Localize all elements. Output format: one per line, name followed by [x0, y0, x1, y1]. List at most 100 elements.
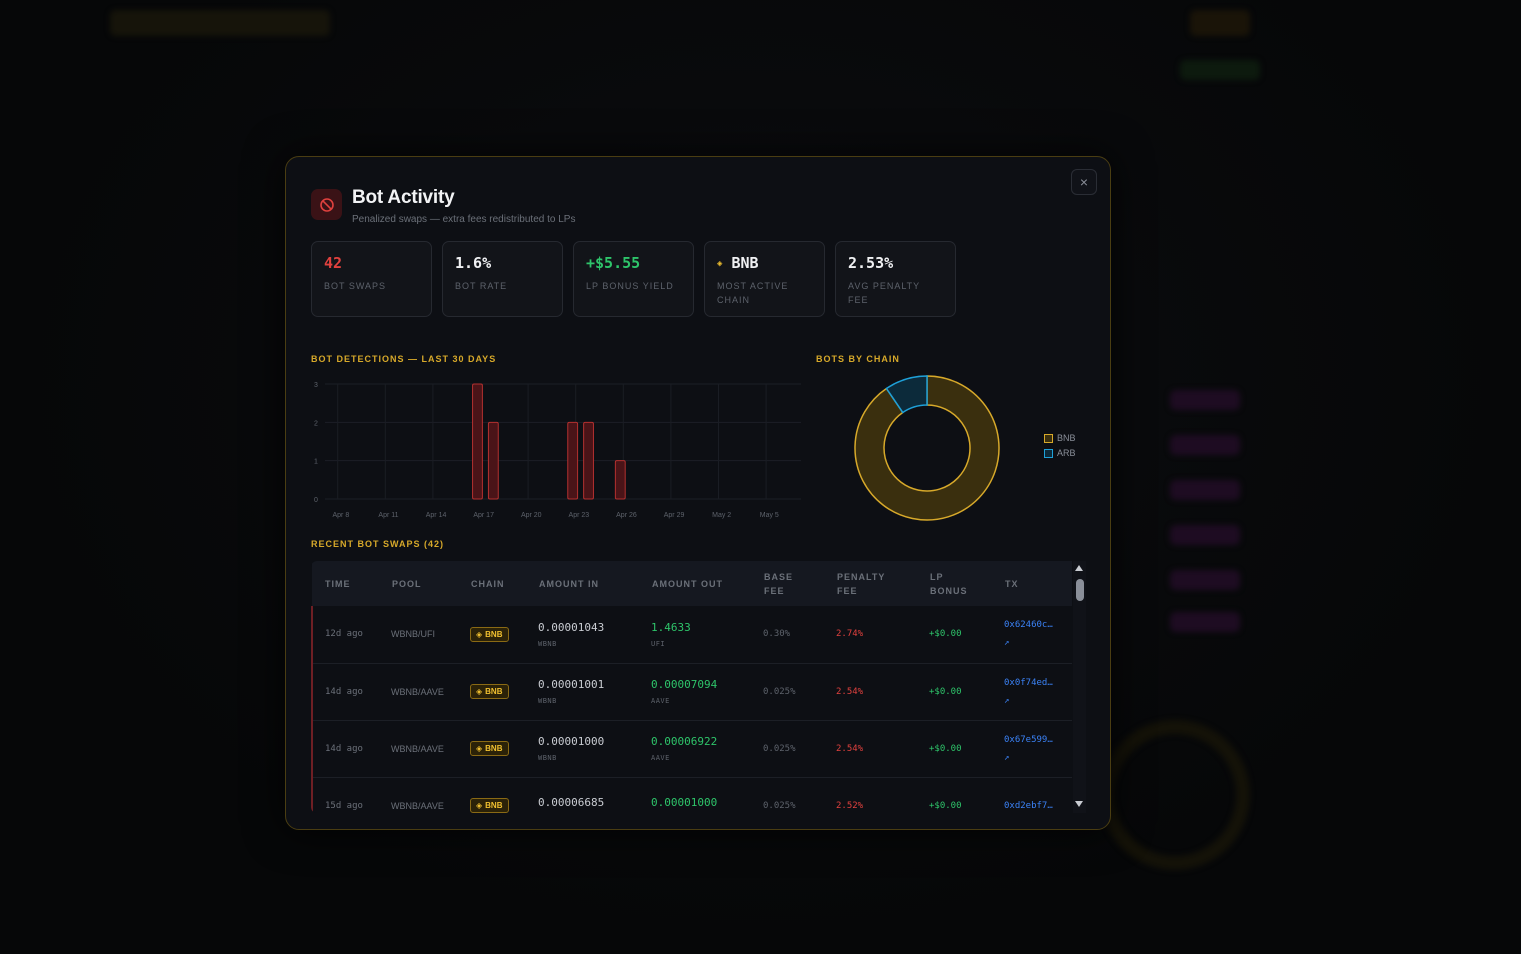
- cell-lp-bonus: +$0.00: [929, 800, 962, 811]
- cell-base-fee: 0.025%: [763, 743, 796, 754]
- cell-penalty-fee: 2.54%: [836, 686, 864, 697]
- tx-link[interactable]: 0xd2ebf7…: [1004, 800, 1053, 811]
- cell-base-fee: 0.025%: [763, 800, 796, 811]
- stat-lp-bonus-yield: +$5.55 LP BONUS YIELD: [573, 241, 694, 317]
- close-button[interactable]: ×: [1071, 169, 1097, 195]
- donut-slice-arb[interactable]: [885, 375, 928, 414]
- stat-label: AVG PENALTY FEE: [848, 281, 921, 305]
- x-tick-label: May 5: [760, 512, 779, 519]
- cell-amount-in: 0.00001043 WBNB: [538, 620, 605, 648]
- cell-tx[interactable]: 0x62460c… ↗: [992, 606, 1072, 663]
- cell-tx[interactable]: 0x0f74ed… ↗: [992, 663, 1072, 720]
- cell-penalty-fee: 2.52%: [836, 800, 864, 811]
- column-header-penalty-fee[interactable]: PENALTY FEE: [837, 571, 886, 596]
- tx-link[interactable]: 0x0f74ed…: [1004, 677, 1053, 688]
- stat-avg-penalty-fee: 2.53% AVG PENALTY FEE: [835, 241, 956, 317]
- y-tick-label: 0: [314, 497, 318, 504]
- bot-detections-chart: 0 1 2 3 Apr 8 Apr 11 Apr 14 Apr 17 Apr 20 Apr 23 A…: [314, 382, 801, 519]
- bar[interactable]: [567, 421, 579, 500]
- column-header-amount-out[interactable]: AMOUNT OUT: [652, 578, 723, 589]
- cell-amount-out: 0.00001000: [651, 796, 718, 809]
- bar[interactable]: [487, 421, 499, 500]
- donut-slice-bnb[interactable]: [854, 375, 1000, 521]
- external-link-icon[interactable]: ↗: [1004, 638, 1010, 649]
- legend-swatch: [1044, 433, 1053, 443]
- y-tick-label: 3: [314, 382, 318, 389]
- external-link-icon[interactable]: ↗: [1004, 695, 1010, 706]
- x-tick-label: Apr 23: [569, 512, 590, 519]
- cell-penalty-fee: 2.54%: [836, 743, 864, 754]
- cell-lp-bonus: +$0.00: [929, 686, 962, 697]
- cell-pool: WBNB/AAVE: [391, 686, 444, 697]
- background-pill: [1170, 480, 1240, 500]
- cell-time: 12d ago: [311, 606, 379, 663]
- cell-penalty-fee: 2.74%: [836, 629, 864, 640]
- cell-tx[interactable]: 0x67e599… ↗: [992, 720, 1072, 777]
- cell-chain: ◈ BNB: [458, 777, 526, 813]
- stat-label: MOST ACTIVE CHAIN: [717, 281, 789, 305]
- bar[interactable]: [472, 383, 483, 500]
- background-logo: [110, 10, 330, 36]
- prohibited-icon: [311, 189, 342, 220]
- bnb-icon: ◈: [717, 259, 723, 269]
- x-tick-label: Apr 20: [521, 512, 542, 519]
- chain-badge: ◈ BNB: [470, 684, 509, 699]
- legend-label: ARB: [1057, 448, 1076, 458]
- x-tick-label: Apr 11: [378, 512, 398, 519]
- chain-badge: ◈ BNB: [470, 626, 509, 642]
- legend-item-bnb: BNB: [1044, 433, 1076, 443]
- cell-time: 14d ago: [311, 663, 379, 720]
- column-header-pool[interactable]: POOL: [392, 578, 422, 589]
- background-pill: [1170, 612, 1240, 632]
- bar[interactable]: [583, 421, 594, 500]
- cell-amount-out: 0.00006922 AAVE: [651, 735, 718, 762]
- x-tick-label: Apr 26: [616, 512, 637, 519]
- stat-bot-swaps: 42 BOT SWAPS: [311, 241, 432, 317]
- background-pill: [1170, 525, 1240, 545]
- x-tick-label: Apr 14: [426, 512, 447, 519]
- cell-chain: ◈ BNB: [458, 606, 526, 663]
- external-link-icon[interactable]: ↗: [1004, 752, 1010, 763]
- table-scrollbar[interactable]: [1073, 561, 1086, 813]
- cell-amount-in: 0.00001000 WBNB: [538, 735, 605, 762]
- scroll-up-arrow-icon[interactable]: [1075, 565, 1083, 571]
- column-header-base-fee[interactable]: BASE FEE: [764, 571, 794, 596]
- cell-base-fee: 0.30%: [763, 629, 791, 640]
- tx-link[interactable]: 0x67e599…: [1004, 734, 1053, 745]
- chain-chart-title: BOTS BY CHAIN: [816, 354, 900, 364]
- cell-time: 14d ago: [311, 720, 379, 777]
- stats-row: 42 BOT SWAPS 1.6% BOT RATE +$5.55 LP BON…: [311, 241, 956, 317]
- column-header-chain[interactable]: CHAIN: [471, 578, 505, 589]
- modal-header: Bot Activity Penalized swaps — extra fee…: [311, 187, 575, 225]
- stat-most-active-chain: ◈ BNB MOST ACTIVE CHAIN: [704, 241, 825, 317]
- bar[interactable]: [614, 460, 626, 500]
- column-header-amount-in[interactable]: AMOUNT IN: [539, 578, 599, 589]
- cell-pool: WBNB/UFI: [391, 629, 435, 640]
- stat-chain-name: BNB: [731, 254, 759, 272]
- chain-badge: ◈ BNB: [470, 741, 509, 756]
- cell-pool: WBNB/AAVE: [391, 743, 444, 754]
- cell-lp-bonus: +$0.00: [929, 629, 962, 640]
- modal-subtitle: Penalized swaps — extra fees redistribut…: [352, 214, 576, 225]
- scroll-down-arrow-icon[interactable]: [1075, 801, 1083, 807]
- table-header-row: TIME POOL CHAIN AMOUNT IN AMOUNT OUT BAS…: [312, 561, 1072, 606]
- stat-value: 2.53%: [848, 254, 894, 272]
- cell-amount-out: 1.4633 UFI: [651, 620, 691, 648]
- cell-tx[interactable]: 0xd2ebf7…: [992, 777, 1072, 813]
- cell-pool: WBNB/AAVE: [391, 800, 444, 811]
- column-header-time[interactable]: TIME: [325, 578, 351, 589]
- table-row[interactable]: 14d ago WBNB/AAVE ◈ BNB 0.00001001 WBNB 0.0000…: [311, 663, 1072, 720]
- x-tick-label: Apr 17: [473, 512, 494, 519]
- table-row[interactable]: 14d ago WBNB/AAVE ◈ BNB 0.00001000 WBNB 0.0000…: [311, 720, 1072, 777]
- tx-link[interactable]: 0x62460c…: [1004, 620, 1053, 631]
- table-row[interactable]: 12d ago WBNB/UFI ◈ BNB 0.00001043 WBNB 1.4633 U…: [311, 606, 1072, 663]
- table-row[interactable]: 15d ago WBNB/AAVE ◈ BNB 0.00006685 0.00001000…: [311, 777, 1072, 813]
- legend-label: BNB: [1057, 433, 1076, 443]
- bnb-icon: ◈: [476, 801, 483, 810]
- column-header-lp-bonus[interactable]: LP BONUS: [930, 571, 968, 596]
- legend-swatch: [1044, 448, 1053, 458]
- scroll-thumb[interactable]: [1076, 579, 1084, 601]
- stat-bot-rate: 1.6% BOT RATE: [442, 241, 563, 317]
- column-header-tx[interactable]: TX: [1005, 578, 1019, 589]
- background-button: [1190, 10, 1250, 36]
